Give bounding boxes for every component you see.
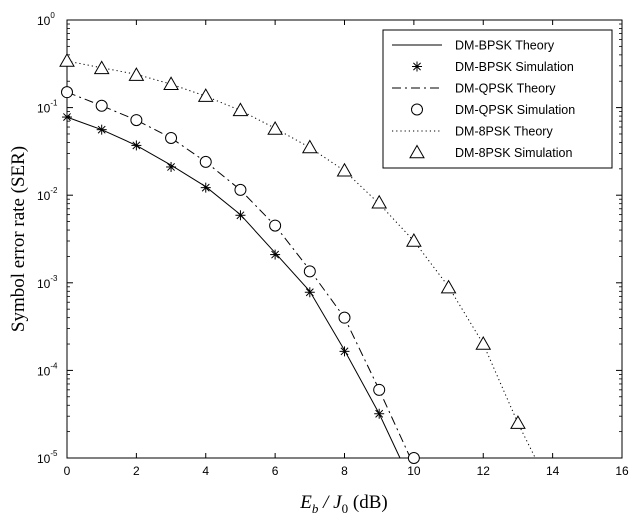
data-point [270,249,281,260]
legend-entry: DM-BPSK Theory [392,39,555,53]
y-tick-label: 10-4 [37,361,58,378]
y-tick-label: 10-5 [37,449,58,466]
data-point [304,287,315,298]
data-point [59,53,75,67]
data-point [197,88,214,102]
data-point [371,194,388,209]
legend-entry: DM-8PSK Theory [392,125,553,139]
series-1 [62,112,385,419]
series-5 [59,53,526,429]
data-point [96,124,107,135]
legend-swatch-marker [411,103,423,116]
x-axis-ticks: 0 2 4 6 8 10 12 14 16 [64,20,629,478]
data-point [93,60,110,75]
legend-label: DM-QPSK Theory [455,82,556,96]
series-layer [59,53,536,464]
data-point [406,232,422,247]
x-tick-label: 2 [133,464,140,478]
data-point [407,452,420,464]
x-label-unit: (dB) [348,492,388,513]
x-tick-label: 6 [272,464,279,478]
x-tick-label: 12 [477,464,491,478]
data-point [131,140,142,151]
data-point [61,86,73,99]
data-point [62,112,72,123]
x-axis-label: Eb / J0 (dB) [299,492,387,515]
legend-entry: DM-QPSK Theory [392,82,556,96]
data-point [128,67,145,81]
legend-label: DM-8PSK Theory [455,125,553,139]
data-point [303,265,316,278]
legend-label: DM-8PSK Simulation [455,146,572,160]
legend-entry: DM-8PSK Simulation [409,144,572,160]
legend: DM-BPSK Theory DM-BPSK Simulation DM-QPSK … [382,29,613,169]
data-point [336,162,353,177]
data-point [338,311,351,324]
data-point [95,99,108,112]
data-point [232,102,249,117]
legend-swatch-marker [412,61,422,72]
y-tick-label: 100 [37,11,55,28]
data-point [267,120,283,135]
legend-entry: DM-QPSK Simulation [411,103,575,117]
data-point [301,139,318,154]
x-label-b: b [312,501,319,515]
data-point [374,408,385,419]
data-point [130,114,143,127]
data-point [200,182,211,193]
legend-items: DM-BPSK Theory DM-BPSK Simulation DM-QPSK … [392,39,575,160]
legend-box [382,29,613,169]
data-point [339,346,350,357]
data-point [475,336,492,350]
data-point [165,131,178,144]
y-axis-label: Symbol error rate (SER) [8,146,29,332]
y-axis-ticks: 100 10-1 10-2 10-3 10-4 10-5 [37,11,622,466]
data-point [373,383,386,396]
data-point [166,161,177,172]
data-point [510,415,526,429]
x-tick-label: 8 [341,464,348,478]
x-tick-label: 10 [407,464,421,478]
y-tick-label: 10-2 [37,186,58,203]
x-tick-label: 14 [546,464,560,478]
y-tick-label: 10-1 [37,99,58,116]
series-2 [66,91,411,459]
legend-label: DM-BPSK Simulation [455,60,574,74]
x-tick-label: 0 [64,464,71,478]
data-point [440,279,457,294]
y-tick-label: 10-3 [37,274,58,291]
data-point [269,219,282,232]
legend-swatch-marker [409,144,425,159]
data-point [234,183,247,196]
x-tick-label: 4 [202,464,209,478]
x-label-0: 0 [342,501,349,515]
x-label-e: E [299,492,312,513]
x-tick-label: 16 [615,464,629,478]
series-line [66,91,411,459]
legend-label: DM-BPSK Theory [455,39,555,53]
data-point [163,76,179,90]
x-label-mid: / J [318,492,343,513]
series-3 [61,86,420,464]
legend-entry: DM-BPSK Simulation [412,60,574,74]
legend-label: DM-QPSK Simulation [455,103,575,117]
data-point [235,210,246,221]
data-point [199,155,212,168]
